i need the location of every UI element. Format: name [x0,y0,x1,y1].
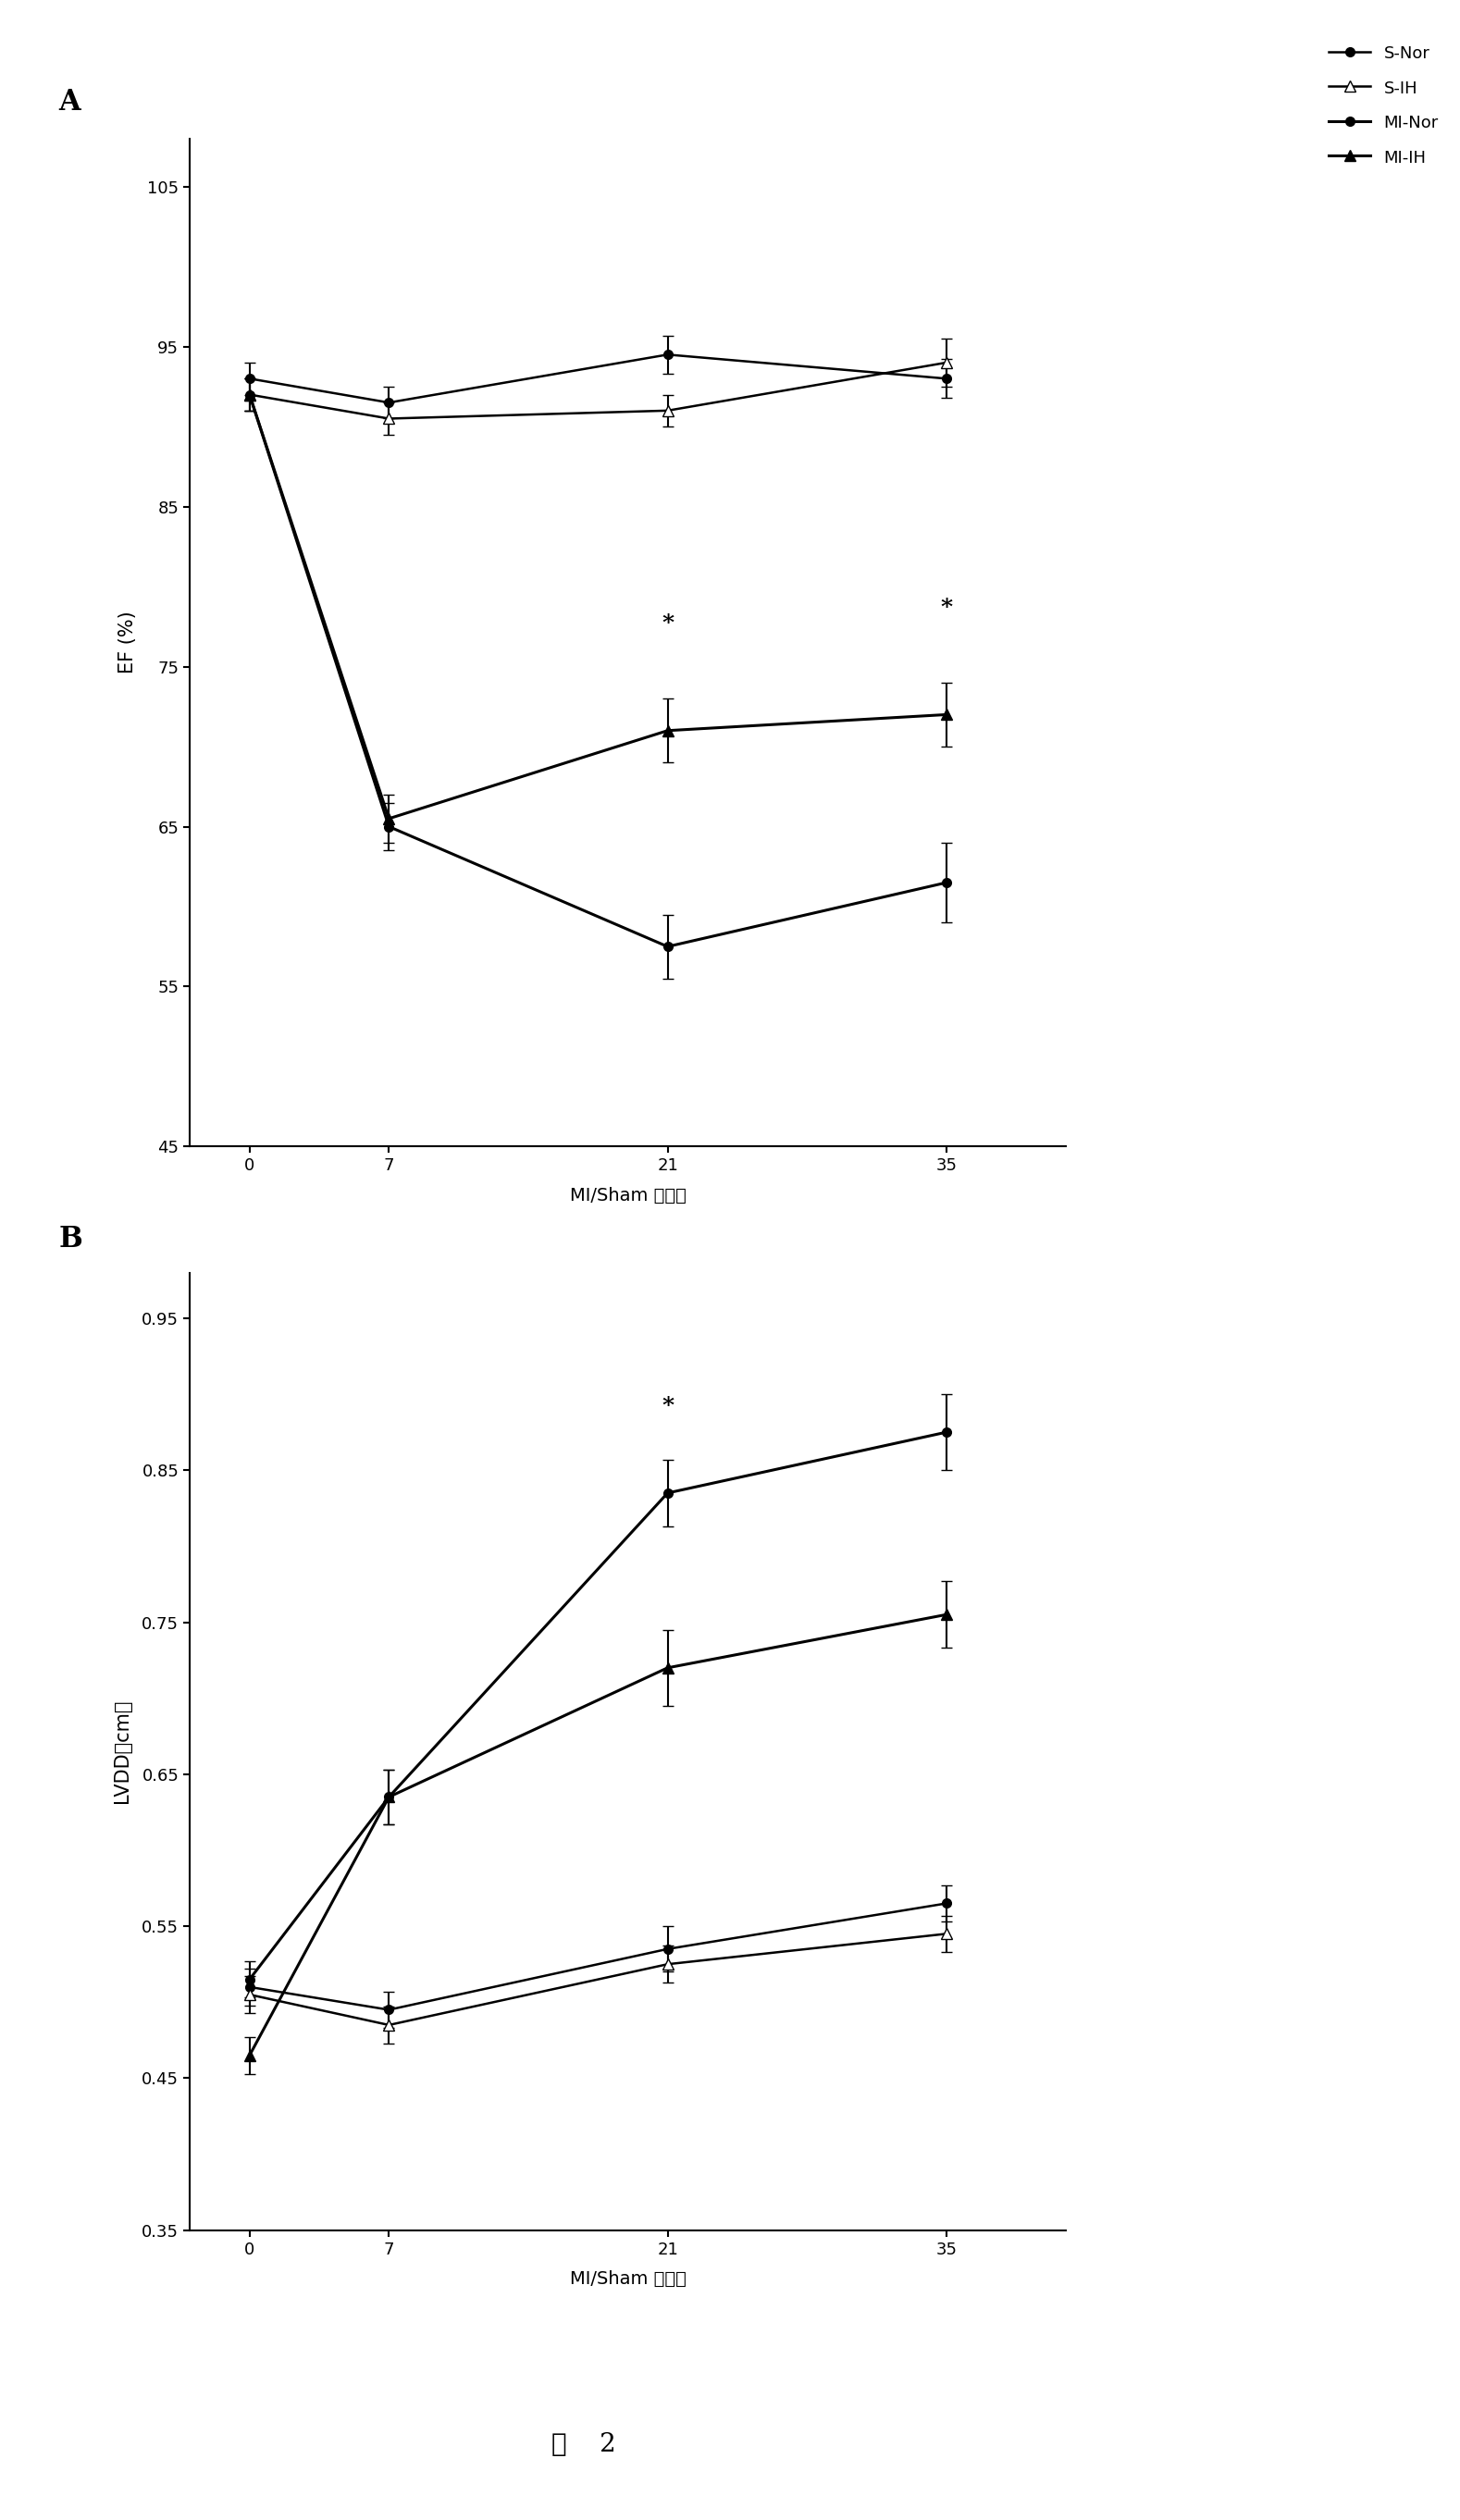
X-axis label: MI/Sham 后天数: MI/Sham 后天数 [569,1187,686,1205]
Text: *: * [661,612,673,635]
Y-axis label: LVDD（cm）: LVDD（cm） [112,1698,131,1804]
Text: A: A [58,88,80,116]
Text: B: B [58,1225,82,1252]
Y-axis label: EF (%): EF (%) [118,612,137,673]
X-axis label: MI/Sham 后天数: MI/Sham 后天数 [569,2271,686,2288]
Legend: S-Nor, S-IH, MI-Nor, MI-IH: S-Nor, S-IH, MI-Nor, MI-IH [1323,38,1445,174]
Text: 图    2: 图 2 [552,2432,616,2457]
Text: *: * [661,1394,673,1416]
Text: *: * [940,597,952,617]
